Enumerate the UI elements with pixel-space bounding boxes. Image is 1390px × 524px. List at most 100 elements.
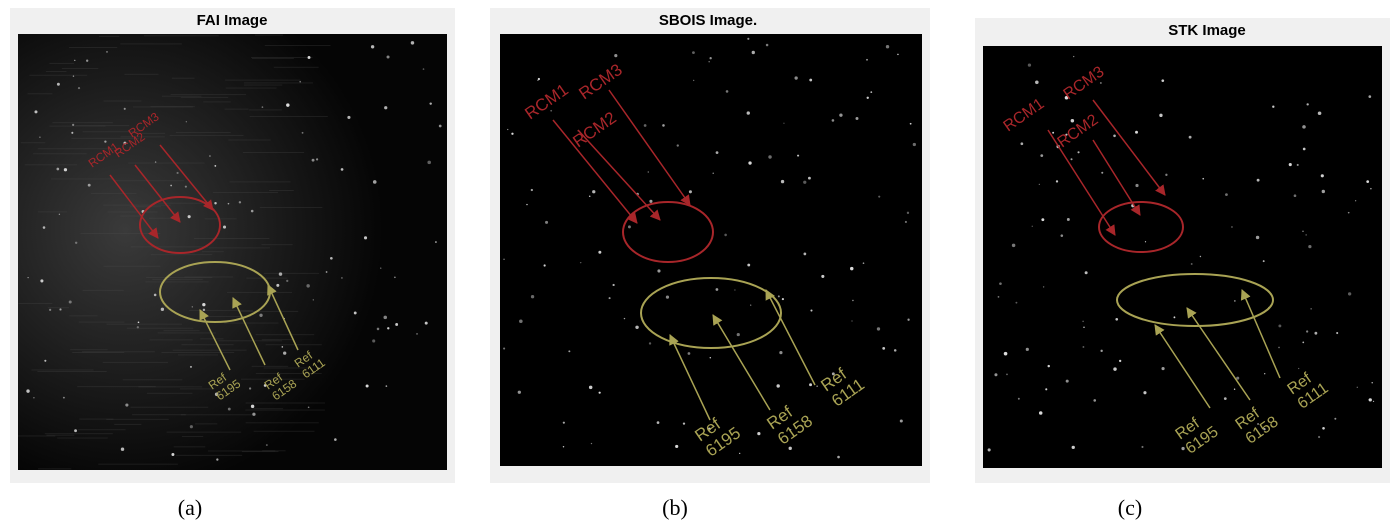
star <box>74 429 77 432</box>
star <box>1308 245 1311 248</box>
star <box>709 57 711 59</box>
noise-streak <box>69 315 97 316</box>
star <box>138 321 140 323</box>
star <box>779 351 782 354</box>
star <box>809 79 812 82</box>
noise-streak <box>38 468 71 469</box>
star <box>177 172 179 174</box>
noise-streak <box>81 233 161 234</box>
noise-streak <box>104 266 161 267</box>
star <box>1159 114 1162 117</box>
star <box>1297 164 1299 166</box>
star <box>75 242 77 244</box>
star <box>1045 388 1047 390</box>
star <box>286 103 289 106</box>
noise-streak <box>132 414 186 415</box>
noise-streak <box>62 68 98 69</box>
noise-streak <box>246 422 319 423</box>
figure: FAI ImageRCM1RCM2RCM3Ref6195Ref6158Ref61… <box>0 0 1390 524</box>
star <box>563 422 565 424</box>
star <box>752 51 755 54</box>
star <box>851 320 852 321</box>
star <box>750 304 751 305</box>
star <box>39 136 41 138</box>
star <box>809 383 812 386</box>
star <box>252 413 255 416</box>
noise-streak <box>260 207 322 208</box>
star <box>782 298 784 300</box>
star <box>137 326 139 328</box>
noise-streak <box>200 338 223 339</box>
star <box>734 289 735 290</box>
star <box>1189 136 1192 139</box>
star <box>57 83 60 86</box>
star <box>1310 308 1311 309</box>
star <box>266 444 268 446</box>
star <box>1093 399 1096 402</box>
star <box>209 155 211 157</box>
star <box>1224 397 1227 400</box>
star <box>657 269 660 272</box>
noise-streak <box>69 47 117 48</box>
noise-streak <box>142 133 165 134</box>
noise-streak <box>246 402 325 403</box>
star <box>1161 367 1164 370</box>
star <box>905 221 907 223</box>
star <box>202 303 205 306</box>
star <box>214 202 216 204</box>
star <box>507 129 508 130</box>
star <box>1135 131 1138 134</box>
star <box>598 251 601 254</box>
star <box>1073 56 1074 57</box>
noise-streak <box>181 414 256 415</box>
star <box>1039 184 1040 185</box>
star <box>249 387 251 389</box>
star <box>59 214 60 215</box>
star <box>1100 350 1102 352</box>
noise-streak <box>242 451 279 452</box>
star <box>1004 352 1008 356</box>
star <box>1234 389 1235 390</box>
noise-streak <box>149 218 181 219</box>
star <box>1355 200 1356 201</box>
star <box>589 195 591 197</box>
noise-streak <box>181 344 233 345</box>
star <box>341 277 342 278</box>
star <box>308 406 310 408</box>
star <box>907 319 909 321</box>
noise-streak <box>49 63 74 64</box>
star <box>1200 256 1201 257</box>
star <box>1077 151 1079 153</box>
noise-streak <box>57 438 108 439</box>
noise-streak <box>174 446 206 447</box>
noise-streak <box>83 290 124 291</box>
star <box>1072 446 1075 449</box>
star <box>429 102 431 104</box>
star <box>1371 382 1372 383</box>
noise-streak <box>114 180 184 181</box>
star <box>994 373 997 376</box>
star <box>308 56 311 59</box>
noise-streak <box>202 251 224 252</box>
star <box>1366 180 1369 183</box>
star <box>757 432 760 435</box>
noise-streak <box>18 303 52 304</box>
star <box>726 90 729 93</box>
noise-streak <box>230 181 291 182</box>
noise-streak <box>149 339 192 340</box>
noise-streak <box>209 247 270 248</box>
star <box>186 121 187 122</box>
star <box>1318 111 1322 115</box>
star <box>282 346 284 348</box>
noise-streak <box>124 74 158 75</box>
star <box>72 124 74 126</box>
noise-streak <box>79 322 125 323</box>
noise-streak <box>252 408 283 409</box>
star <box>121 447 124 450</box>
noise-streak <box>172 78 195 79</box>
noise-streak <box>182 436 203 437</box>
noise-streak <box>262 339 293 340</box>
star <box>203 309 205 311</box>
star <box>544 264 546 266</box>
star <box>538 78 540 80</box>
